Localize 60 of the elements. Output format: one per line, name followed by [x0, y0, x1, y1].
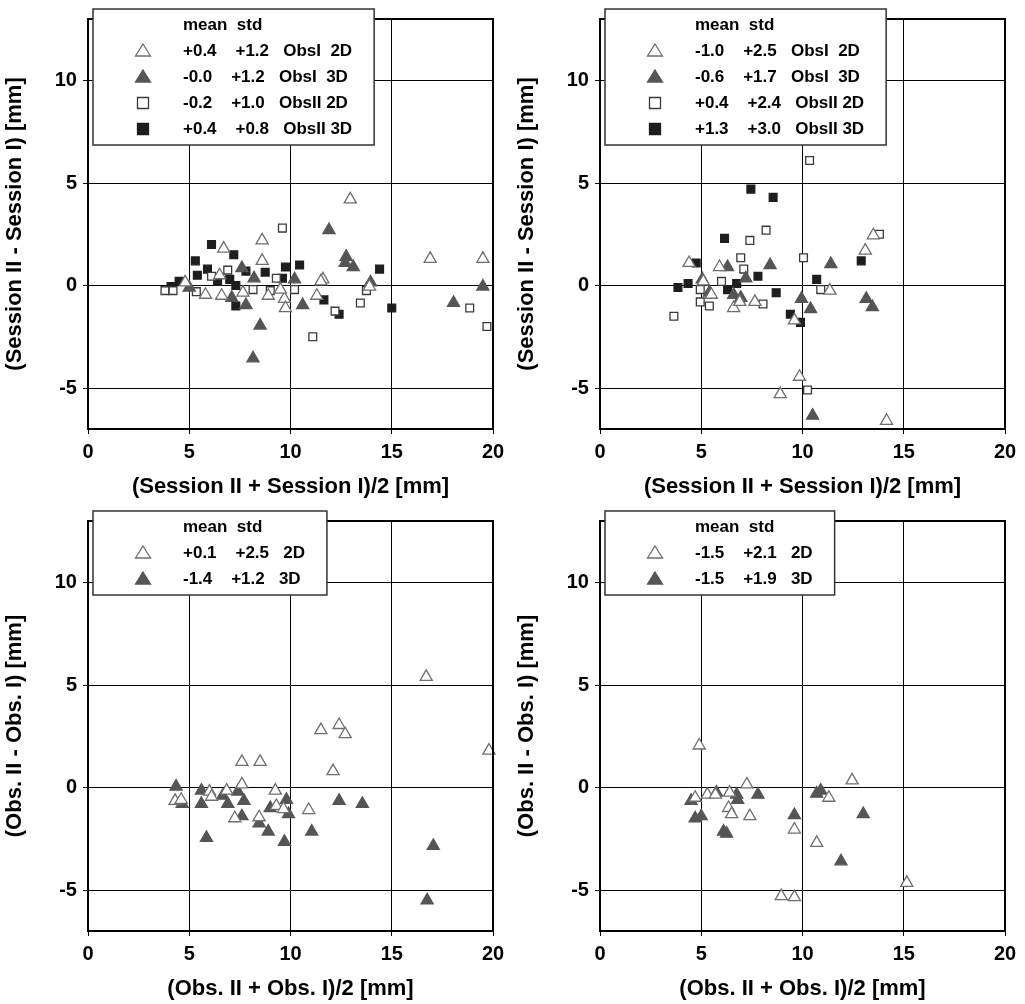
y-tick-label: -5: [571, 375, 589, 398]
y-tick-label: -5: [59, 375, 77, 398]
legend-label: -0.6 +1.7 ObsI 3D: [695, 66, 860, 86]
x-tick-label: 10: [279, 439, 302, 462]
y-tick-label: 5: [577, 170, 589, 193]
y-tick-label: 0: [577, 775, 589, 798]
x-tick-label: 5: [695, 941, 707, 964]
x-axis-title: (Obs. II + Obs. I)/2 [mm]: [679, 974, 926, 1000]
legend-label: +0.1 +2.5 2D: [183, 542, 305, 562]
x-tick-label: 20: [481, 941, 505, 964]
legend-label: -0.2 +1.0 ObsII 2D: [183, 92, 348, 112]
y-tick-label: -5: [59, 877, 77, 900]
x-tick-label: 20: [481, 439, 505, 462]
legend-label: +0.4 +0.8 ObsII 3D: [183, 118, 353, 138]
legend-title: mean std: [695, 14, 775, 34]
legend-label: +0.4 +1.2 ObsI 2D: [183, 40, 353, 60]
y-tick-label: 0: [65, 775, 77, 798]
x-tick-label: 20: [993, 439, 1017, 462]
legend-label: +1.3 +3.0 ObsII 3D: [695, 118, 865, 138]
legend-label: -1.5 +1.9 3D: [695, 568, 813, 588]
x-tick-label: 10: [279, 941, 302, 964]
x-tick-label: 0: [594, 439, 606, 462]
legend-label: +0.4 +2.4 ObsII 2D: [695, 92, 865, 112]
legend-title: mean std: [695, 516, 775, 536]
legend-label: -0.0 +1.2 ObsI 3D: [183, 66, 348, 86]
x-axis-title: (Obs. II + Obs. I)/2 [mm]: [167, 974, 414, 1000]
legend-label: -1.5 +2.1 2D: [695, 542, 813, 562]
y-tick-label: 5: [577, 672, 589, 695]
legend-label: -1.0 +2.5 ObsI 2D: [695, 40, 860, 60]
x-tick-label: 15: [380, 941, 403, 964]
x-axis-title: (Session II + Session I)/2 [mm]: [131, 472, 450, 498]
y-tick-label: 0: [577, 273, 589, 296]
y-tick-label: 0: [65, 273, 77, 296]
x-tick-label: 5: [183, 439, 195, 462]
y-tick-label: -5: [571, 877, 589, 900]
x-tick-label: 20: [993, 941, 1017, 964]
y-tick-label: 10: [54, 68, 77, 91]
legend-title: mean std: [183, 14, 263, 34]
y-axis-title: (Obs. II - Obs. I) [mm]: [1, 614, 27, 838]
x-tick-label: 0: [82, 941, 94, 964]
x-tick-label: 0: [594, 941, 606, 964]
legend-title: mean std: [183, 516, 263, 536]
y-tick-label: 5: [65, 170, 77, 193]
y-axis-title: (Session II - Session I) [mm]: [513, 77, 539, 371]
x-axis-title: (Session II + Session I)/2 [mm]: [643, 472, 962, 498]
x-tick-label: 0: [82, 439, 94, 462]
x-tick-label: 10: [791, 439, 814, 462]
y-tick-label: 10: [566, 68, 589, 91]
x-tick-label: 15: [892, 941, 915, 964]
y-tick-label: 10: [54, 570, 77, 593]
x-tick-label: 15: [380, 439, 403, 462]
x-tick-label: 5: [183, 941, 195, 964]
x-tick-label: 5: [695, 439, 707, 462]
x-tick-label: 15: [892, 439, 915, 462]
y-tick-label: 5: [65, 672, 77, 695]
y-axis-title: (Obs. II - Obs. I) [mm]: [513, 614, 539, 838]
y-tick-label: 10: [566, 570, 589, 593]
legend-label: -1.4 +1.2 3D: [183, 568, 301, 588]
x-tick-label: 10: [791, 941, 814, 964]
y-axis-title: (Session II - Session I) [mm]: [1, 77, 27, 371]
